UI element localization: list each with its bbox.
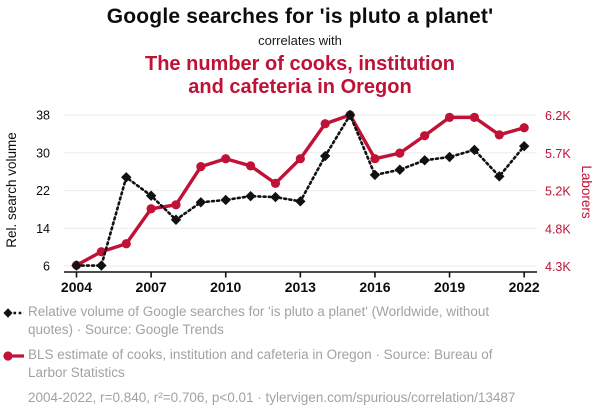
data-point-laborers [121, 239, 131, 249]
data-point-laborers [196, 162, 206, 172]
y-tick-label-left: 38 [36, 109, 50, 123]
x-tick-label: 2022 [509, 279, 540, 295]
y-tick-label-right: 6.2K [545, 109, 571, 123]
data-point-laborers [494, 130, 504, 140]
x-tick-label: 2016 [359, 279, 390, 295]
x-tick-label: 2007 [136, 279, 167, 295]
chart-subtitle: The number of cooks, institution and caf… [0, 53, 600, 98]
x-tick-label: 2010 [210, 279, 241, 295]
data-point-laborers [320, 119, 330, 129]
data-point-laborers [420, 131, 430, 141]
legend-item-search-volume: Relative volume of Google searches for '… [3, 303, 597, 338]
data-point-laborers [270, 178, 281, 188]
chart-subtitle-line-2: and cafeteria in Oregon [188, 75, 412, 98]
x-tick-label: 2019 [434, 279, 465, 295]
y-tick-label-left: 22 [36, 184, 50, 198]
data-point-search-volume [320, 150, 331, 162]
data-point-search-volume [494, 171, 505, 182]
data-point-laborers [395, 148, 405, 158]
data-point-search-volume [71, 260, 82, 271]
data-point-laborers [295, 154, 305, 164]
data-point-search-volume [220, 194, 231, 206]
data-point-search-volume [121, 172, 132, 183]
left-axis-title: Rel. search volume [4, 132, 19, 248]
data-point-search-volume [419, 155, 430, 166]
y-tick-label-left: 30 [36, 146, 50, 160]
chart-title: Google searches for 'is pluto a planet' [106, 5, 494, 28]
legend-item-label: BLS estimate of cooks, institution and c… [28, 347, 493, 380]
data-point-search-volume [394, 164, 406, 175]
data-point-laborers [370, 154, 380, 164]
data-point-search-volume [170, 214, 182, 225]
data-point-laborers [519, 123, 529, 133]
y-tick-label-right: 4.3K [545, 260, 571, 274]
stats-and-source-line: 2004-2022, r=0.840, r²=0.706, p<0.01 · t… [28, 390, 516, 406]
chart-legend: Relative volume of Google searches for '… [3, 303, 597, 407]
data-point-search-volume [195, 197, 207, 208]
black-diamond-dotted-line-icon [3, 308, 24, 318]
y-tick-label-left: 14 [36, 222, 50, 236]
y-tick-label-right: 5.7K [545, 147, 571, 161]
legend-item-label: Relative volume of Google searches for '… [28, 304, 490, 337]
data-point-laborers [171, 200, 181, 210]
chart-header: Google searches for 'is pluto a planet' … [0, 5, 600, 98]
y-tick-label-right: 4.8K [545, 222, 571, 236]
chart-connector-text: correlates with [258, 33, 342, 48]
chart-subtitle-line-1: The number of cooks, institution [145, 53, 455, 75]
data-point-search-volume [270, 191, 281, 203]
x-tick-label: 2004 [61, 279, 92, 295]
y-tick-label-right: 5.2K [545, 185, 571, 199]
chart-canvas: 2004 2007 2010 2013 2016 2019 2022 38 30 22 14 6 6.2… [36, 109, 571, 296]
data-point-laborers [245, 161, 256, 171]
data-point-laborers [146, 204, 156, 214]
data-point-laborers [221, 154, 231, 164]
y-tick-label-left: 6 [43, 260, 50, 274]
data-point-search-volume [444, 151, 455, 163]
data-point-search-volume [518, 140, 530, 152]
legend-item-laborers: BLS estimate of cooks, institution and c… [3, 346, 597, 381]
data-point-search-volume [344, 109, 356, 121]
data-point-search-volume [369, 169, 381, 181]
data-point-search-volume [245, 190, 256, 202]
data-point-search-volume [145, 190, 157, 201]
data-point-laborers [444, 112, 455, 122]
red-circle-solid-line-icon [3, 351, 24, 361]
right-axis-title: Laborers [579, 165, 594, 219]
x-tick-label: 2013 [285, 279, 316, 295]
data-point-search-volume [469, 144, 480, 156]
data-point-search-volume [96, 260, 107, 271]
data-point-laborers [469, 112, 480, 122]
data-point-search-volume [295, 196, 306, 207]
